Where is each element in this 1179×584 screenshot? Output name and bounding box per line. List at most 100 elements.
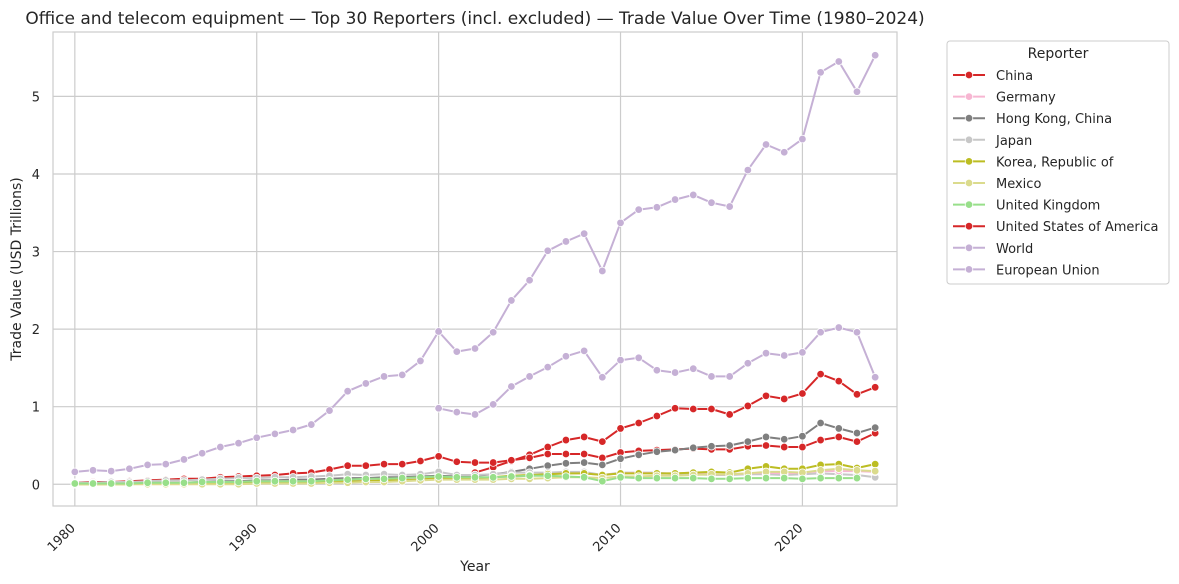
data-point	[852, 466, 862, 475]
data-point	[816, 473, 825, 483]
data-point	[543, 449, 552, 459]
data-point	[107, 479, 116, 488]
legend-label: Korea, Republic of	[996, 155, 1114, 170]
data-point	[161, 459, 170, 469]
series-line	[74, 54, 877, 473]
data-point	[598, 460, 607, 470]
data-point	[470, 458, 480, 467]
data-point	[652, 447, 662, 456]
data-point	[452, 347, 462, 356]
data-point	[707, 404, 716, 414]
data-point	[761, 441, 771, 450]
legend-swatch-marker	[964, 113, 974, 123]
legend-item: Germany	[953, 91, 1056, 106]
legend-swatch-marker	[964, 265, 974, 274]
data-point	[88, 466, 98, 475]
legend-item: Korea, Republic of	[953, 155, 1114, 170]
data-point	[579, 229, 589, 238]
legend-swatch-marker	[964, 92, 974, 101]
data-point	[561, 237, 571, 246]
legend-swatch-marker	[964, 70, 974, 80]
data-point	[816, 328, 825, 337]
data-point	[870, 459, 880, 469]
data-point	[143, 478, 152, 487]
data-point	[507, 382, 516, 391]
data-point	[816, 466, 825, 475]
data-point	[816, 418, 825, 428]
data-point	[252, 433, 261, 442]
data-point	[834, 432, 843, 442]
data-point	[270, 429, 280, 439]
data-point	[780, 435, 789, 444]
data-point	[616, 355, 625, 365]
data-point	[616, 424, 625, 433]
data-point	[579, 432, 589, 442]
data-point	[343, 475, 352, 484]
data-point	[561, 435, 571, 445]
data-point	[707, 198, 716, 207]
x-axis-ticks: 1980 1990 2000 2010 2020	[45, 521, 807, 555]
data-point	[488, 328, 498, 337]
data-point	[288, 425, 298, 435]
data-point	[870, 373, 880, 382]
data-point	[216, 442, 225, 452]
data-point	[761, 473, 771, 483]
legend-item: Japan	[953, 134, 1032, 149]
data-point	[670, 195, 680, 204]
data-point	[652, 366, 662, 375]
data-point	[743, 473, 753, 483]
data-point	[197, 449, 207, 458]
y-tick-label: 2	[32, 323, 40, 338]
y-tick-label: 5	[32, 90, 40, 105]
data-point	[707, 372, 716, 381]
data-point	[798, 431, 807, 441]
x-tick-label: 2000	[409, 521, 443, 555]
data-point	[852, 428, 862, 438]
data-point	[561, 459, 571, 468]
data-point	[670, 473, 680, 483]
data-point	[416, 473, 425, 482]
data-point	[270, 476, 280, 486]
legend: Reporter China Germany Hong Kong, China Jap…	[946, 40, 1170, 285]
data-point	[870, 423, 880, 432]
data-point	[488, 400, 498, 409]
data-point	[616, 473, 625, 482]
data-point	[670, 404, 680, 413]
data-point	[798, 134, 807, 144]
data-point	[216, 477, 225, 487]
data-point	[743, 359, 753, 368]
data-point	[579, 473, 589, 482]
data-point	[780, 394, 789, 404]
data-point	[525, 372, 534, 381]
data-point	[761, 432, 771, 442]
data-point	[652, 203, 662, 212]
series-line	[474, 373, 876, 474]
data-point	[398, 459, 407, 469]
series-china	[470, 369, 880, 477]
data-point	[780, 351, 789, 360]
data-point	[689, 364, 698, 373]
legend-swatch-marker	[964, 157, 974, 166]
legend-swatch-marker	[964, 178, 974, 188]
legend-label: Hong Kong, China	[996, 112, 1112, 127]
chart-title: Office and telecom equipment — Top 30 Re…	[25, 9, 924, 29]
data-point	[525, 453, 534, 463]
data-point	[579, 458, 589, 467]
legend-swatch-marker	[964, 221, 974, 231]
data-point	[670, 445, 680, 455]
data-point	[780, 442, 789, 452]
data-point	[743, 401, 753, 411]
data-point	[361, 461, 371, 470]
data-point	[234, 438, 243, 448]
data-point	[780, 473, 789, 483]
data-point	[834, 424, 843, 433]
data-point	[816, 435, 825, 445]
data-point	[798, 389, 807, 398]
data-point	[816, 369, 825, 379]
data-point	[379, 474, 389, 484]
data-point	[434, 327, 443, 336]
data-point	[125, 479, 134, 488]
x-tick-label: 2010	[591, 521, 625, 555]
data-point	[470, 410, 480, 419]
data-point	[634, 205, 643, 214]
